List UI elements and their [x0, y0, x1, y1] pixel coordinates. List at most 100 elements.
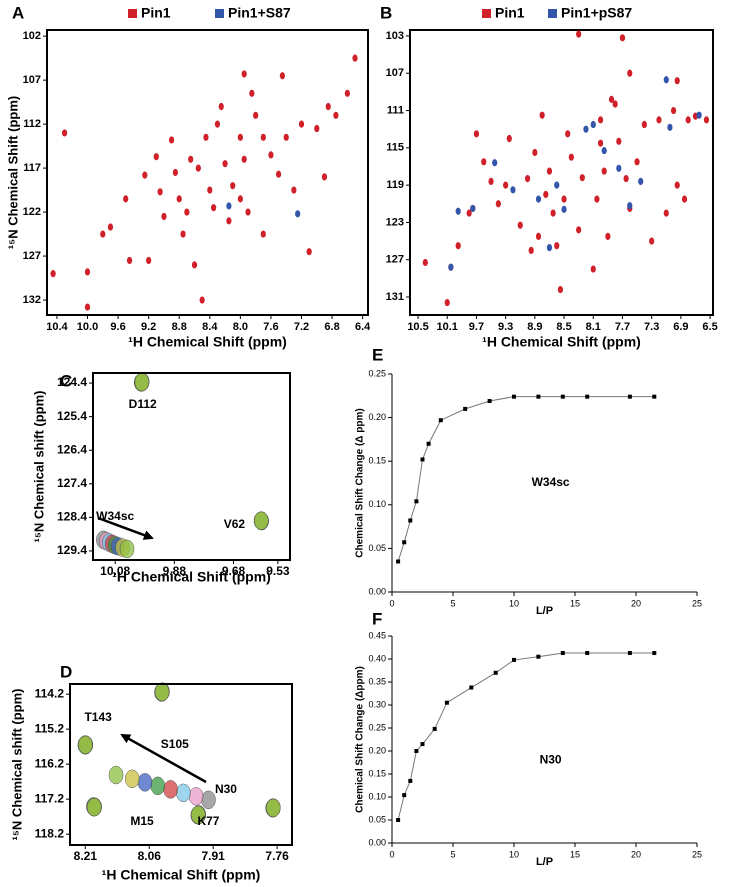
peak	[674, 77, 680, 85]
peak	[84, 268, 91, 276]
y-tick-label: 125.4	[57, 409, 87, 423]
peak	[481, 158, 487, 166]
y-tick-label: 117	[23, 162, 41, 174]
peak	[314, 124, 320, 133]
y-tick-label: 126.4	[57, 442, 87, 456]
peak	[663, 76, 669, 84]
peak	[616, 164, 622, 172]
peak	[627, 69, 633, 77]
peak	[191, 261, 198, 269]
peak	[554, 242, 560, 250]
peak	[550, 209, 556, 217]
x-tick-label: 9.53	[266, 564, 290, 578]
x-tick-label: 8.9	[527, 321, 542, 333]
peak	[176, 783, 191, 803]
x-tick-label: 8.4	[202, 321, 218, 333]
peak	[184, 208, 190, 216]
peak	[554, 181, 560, 189]
y-tick-label: 127.4	[57, 476, 87, 490]
x-tick-label: 8.1	[586, 321, 601, 333]
annotation: S105	[161, 737, 189, 751]
data-point	[426, 441, 431, 446]
peak	[641, 120, 647, 129]
peak	[510, 186, 516, 194]
peak	[188, 155, 194, 163]
plot-frame	[409, 29, 714, 316]
peak	[211, 204, 217, 212]
data-point	[414, 499, 419, 504]
data-point	[396, 559, 401, 564]
x-tick-label: 15	[570, 849, 580, 859]
peak	[579, 174, 585, 182]
peak	[137, 773, 153, 792]
annotation: W34sc	[96, 509, 134, 523]
peak	[260, 133, 266, 141]
peak	[466, 209, 472, 217]
peak	[237, 133, 243, 141]
peak	[470, 204, 476, 213]
peak	[78, 735, 93, 755]
peak	[670, 106, 677, 115]
peak	[321, 173, 328, 181]
peak	[601, 167, 607, 175]
y-tick-label: 0.20	[368, 412, 386, 422]
peak	[153, 153, 159, 161]
peak	[260, 230, 266, 238]
peak	[667, 123, 673, 131]
x-tick-label: 0	[389, 598, 394, 608]
peak	[306, 248, 312, 256]
y-tick-label: 0.00	[368, 586, 386, 596]
peak	[163, 780, 178, 799]
y-tick-label: 111	[387, 104, 404, 116]
legend-swatch	[482, 9, 491, 18]
x-axis-title: L/P	[536, 856, 553, 868]
y-tick-label: 0.25	[368, 368, 386, 378]
peak	[279, 72, 285, 80]
x-axis-title: ¹H Chemical Shift (ppm)	[112, 569, 271, 585]
peak	[283, 133, 289, 141]
y-tick-label: 102	[23, 30, 41, 42]
peak	[100, 230, 106, 238]
data-point	[420, 457, 425, 462]
peak	[623, 175, 629, 183]
y-tick-label: 132	[23, 294, 41, 306]
peak	[576, 226, 582, 234]
x-tick-label: 10	[509, 849, 519, 859]
peak	[275, 170, 282, 178]
y-tick-label: 107	[386, 67, 404, 79]
y-axis-title: ¹⁵N Chemical Shift (ppm)	[5, 96, 20, 249]
y-tick-label: 119	[386, 179, 404, 191]
peak	[123, 195, 129, 203]
peak	[634, 158, 640, 166]
data-point	[585, 651, 590, 656]
y-tick-label: 0.10	[368, 791, 386, 801]
y-tick-label: 0.15	[368, 768, 386, 778]
peak	[561, 195, 567, 203]
peak	[503, 181, 509, 189]
y-axis-title: ¹⁵N Chemical shift (ppm)	[31, 390, 46, 542]
peak	[168, 136, 175, 144]
x-tick-label: 6.8	[324, 321, 339, 333]
peak	[84, 303, 91, 311]
peak	[638, 177, 644, 186]
legend-label: Pin1+S87	[228, 5, 291, 21]
x-tick-label: 20	[631, 849, 641, 859]
legend-swatch	[215, 9, 224, 18]
peak	[214, 120, 221, 128]
data-point	[438, 418, 443, 423]
x-tick-label: 5	[450, 598, 455, 608]
peak	[249, 89, 255, 97]
peak	[561, 205, 567, 213]
x-tick-label: 10.1	[437, 321, 458, 333]
data-point	[408, 518, 413, 523]
peak	[87, 797, 102, 817]
x-tick-label: 8.0	[233, 321, 248, 333]
y-tick-label: 0.25	[368, 722, 386, 732]
y-tick-label: 122	[23, 206, 41, 218]
peak	[188, 787, 204, 806]
peak	[696, 111, 702, 119]
data-point	[487, 399, 492, 404]
peak	[172, 168, 178, 177]
peak	[703, 116, 710, 124]
y-tick-label: 0.05	[368, 814, 386, 824]
